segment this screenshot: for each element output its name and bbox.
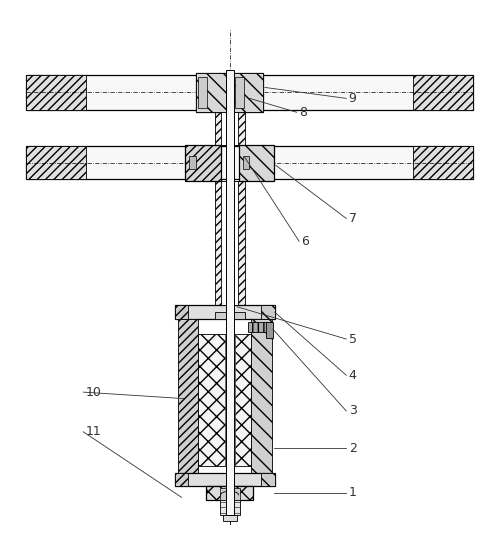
Text: 8: 8 [299,106,307,119]
Text: 4: 4 [349,369,357,382]
Bar [199,334,251,465]
Text: 11: 11 [86,425,101,438]
Bar [215,312,245,319]
Bar [221,112,238,145]
Bar [26,146,473,179]
Bar [196,73,263,112]
Bar [266,322,273,338]
Bar [199,77,207,108]
Bar [413,75,473,110]
Text: 1: 1 [349,486,357,499]
Text: 9: 9 [349,92,357,105]
Bar [235,77,244,108]
Bar [226,70,234,515]
Bar [239,145,274,181]
Bar [221,181,238,305]
Bar [261,473,275,486]
Bar [26,75,86,110]
Bar [175,305,189,319]
Bar [215,181,245,305]
Bar [261,305,275,319]
Bar [413,146,473,179]
Bar [206,486,253,500]
Text: 7: 7 [349,212,357,225]
Bar [234,73,263,112]
Bar [220,500,240,515]
Bar [251,319,272,473]
Bar [185,145,221,181]
Bar [178,319,199,473]
Bar [175,473,275,486]
Bar [225,334,235,465]
Bar [175,305,275,319]
Bar [248,322,272,332]
Bar [175,473,189,486]
Bar [189,156,196,170]
Bar [212,305,247,312]
Bar [243,156,250,170]
Bar [196,73,226,112]
Bar [220,489,240,500]
Bar [223,515,237,521]
Bar [215,112,245,145]
Text: 10: 10 [86,386,102,399]
Text: 6: 6 [301,235,309,248]
Bar [26,146,86,179]
Bar [26,75,473,110]
Text: 2: 2 [349,442,357,455]
Text: 5: 5 [349,332,357,346]
Text: 3: 3 [349,404,357,418]
